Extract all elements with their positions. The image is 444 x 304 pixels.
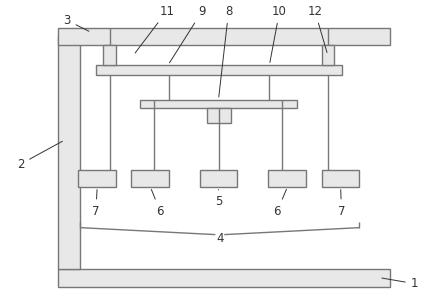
Bar xyxy=(321,170,359,187)
Bar xyxy=(131,170,169,187)
Bar xyxy=(103,45,116,65)
Text: 10: 10 xyxy=(270,5,287,62)
Bar xyxy=(140,100,297,108)
Text: 8: 8 xyxy=(219,5,232,97)
Text: 2: 2 xyxy=(17,141,63,171)
Bar xyxy=(58,36,80,268)
Text: 1: 1 xyxy=(382,277,418,290)
Text: 9: 9 xyxy=(170,5,206,63)
Text: 11: 11 xyxy=(135,5,174,53)
Text: 3: 3 xyxy=(63,14,89,31)
Text: 6: 6 xyxy=(151,189,164,217)
Bar xyxy=(96,65,341,75)
Text: 7: 7 xyxy=(92,190,99,217)
Text: 5: 5 xyxy=(215,190,222,209)
Text: 7: 7 xyxy=(338,190,345,217)
Bar xyxy=(206,108,231,123)
Bar xyxy=(269,170,306,187)
Text: 6: 6 xyxy=(274,189,286,217)
Text: 4: 4 xyxy=(216,232,223,245)
Bar xyxy=(321,45,334,65)
Bar xyxy=(58,268,390,287)
Bar xyxy=(78,170,116,187)
Text: 12: 12 xyxy=(307,5,327,53)
Bar xyxy=(58,28,390,45)
Bar xyxy=(200,170,238,187)
